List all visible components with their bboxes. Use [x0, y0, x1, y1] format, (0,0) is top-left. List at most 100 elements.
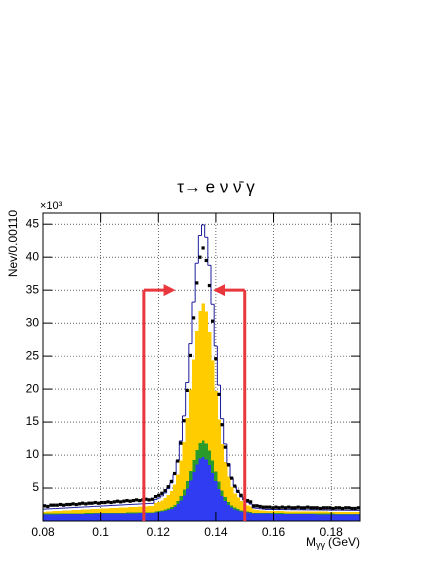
- stack-bar: [280, 511, 285, 514]
- stack-bar: [258, 513, 263, 514]
- stack-bar: [191, 460, 196, 473]
- stack-bar: [84, 513, 88, 514]
- stack-bar: [239, 501, 244, 511]
- data-point: [328, 506, 332, 510]
- stack-bar: [350, 513, 355, 515]
- stack-bar: [321, 513, 326, 515]
- stack-bar: [233, 509, 237, 521]
- stack-bar: [299, 511, 304, 514]
- data-point: [233, 484, 237, 488]
- stack-bar: [93, 513, 98, 521]
- stack-bar: [191, 359, 196, 461]
- stack-bar: [138, 513, 142, 521]
- stack-bar: [268, 511, 272, 514]
- stack-bar: [337, 511, 342, 514]
- stack-bar: [290, 514, 294, 521]
- stack-bar: [62, 513, 66, 515]
- stack-bar: [128, 512, 133, 514]
- data-point: [68, 502, 72, 507]
- data-point: [331, 506, 335, 511]
- data-point: [128, 499, 132, 503]
- stack-bar: [299, 513, 304, 515]
- stack-bar: [356, 512, 361, 515]
- stack-bar: [185, 481, 190, 489]
- arrow-head: [163, 284, 176, 297]
- data-point: [204, 258, 208, 263]
- stack-bar: [245, 505, 250, 512]
- stack-bar: [93, 508, 98, 514]
- stack-bar: [58, 510, 63, 514]
- stack-bar: [249, 511, 253, 513]
- data-point: [315, 506, 319, 510]
- x-tick-label: 0.18: [320, 525, 344, 539]
- data-point: [340, 506, 345, 511]
- stack-bar: [188, 470, 193, 481]
- data-point: [220, 423, 224, 427]
- stack-bar: [344, 511, 348, 514]
- stack-bar: [93, 513, 98, 514]
- stack-bar: [325, 511, 329, 514]
- stack-bar: [100, 508, 104, 514]
- stack-bar: [302, 511, 307, 514]
- stack-bar: [255, 509, 259, 513]
- stack-bar: [115, 512, 120, 514]
- stack-bar: [195, 464, 199, 521]
- stack-bar: [340, 511, 345, 514]
- stack-bar: [144, 512, 149, 514]
- stack-bar: [90, 513, 95, 514]
- stack-bar: [125, 512, 129, 514]
- data-point: [87, 501, 91, 505]
- stack-bar: [261, 513, 266, 521]
- data-point: [179, 441, 183, 445]
- x-tick-label: 0.1: [92, 525, 109, 539]
- stack-bar: [176, 504, 180, 521]
- stack-bar: [220, 490, 225, 496]
- stack-bar: [217, 481, 221, 490]
- stack-bar: [179, 460, 183, 497]
- stack-bar: [115, 507, 120, 513]
- stack-bar: [122, 512, 126, 514]
- x-label-unit: (GeV): [328, 535, 360, 549]
- stack-bar: [325, 514, 329, 521]
- stack-bar: [55, 513, 60, 515]
- stack-bar: [65, 513, 69, 515]
- stack-bar: [264, 513, 269, 521]
- data-point: [198, 255, 202, 259]
- stack-bar: [182, 442, 187, 490]
- stack-bar: [302, 513, 307, 515]
- stack-bar: [344, 514, 348, 521]
- x-tick-label: 0.16: [262, 525, 286, 539]
- stack-bar: [84, 509, 88, 514]
- stack-bar: [204, 443, 209, 460]
- data-point: [195, 281, 199, 285]
- stack-bar: [318, 514, 323, 521]
- stack-bar: [169, 508, 174, 521]
- stack-bar: [90, 509, 95, 514]
- stack-bar: [179, 500, 183, 521]
- y-exponent: ×10³: [40, 200, 63, 212]
- stack-bar: [331, 514, 336, 521]
- data-point: [93, 500, 97, 505]
- stack-bar: [334, 513, 339, 515]
- stack-bar: [182, 495, 187, 521]
- data-point: [280, 505, 284, 509]
- stack-bar: [163, 510, 168, 521]
- plot-frame: [42, 212, 361, 522]
- data-point: [306, 505, 310, 509]
- stack-bar: [261, 510, 266, 514]
- x-tick-label: 0.14: [204, 525, 228, 539]
- data-point: [236, 489, 240, 493]
- stack-bar: [128, 513, 133, 521]
- stack-bar: [77, 513, 82, 514]
- stack-bar: [198, 458, 202, 521]
- stack-bar: [166, 495, 171, 509]
- stack-bar: [195, 331, 199, 451]
- stack-bar: [81, 513, 85, 514]
- data-point: [274, 505, 278, 509]
- stack-bar: [43, 514, 47, 521]
- stack-bar: [188, 389, 193, 471]
- stack-bar: [81, 513, 85, 521]
- stack-bar: [325, 513, 329, 515]
- y-tick-label: 25: [26, 348, 40, 362]
- data-point: [131, 498, 135, 503]
